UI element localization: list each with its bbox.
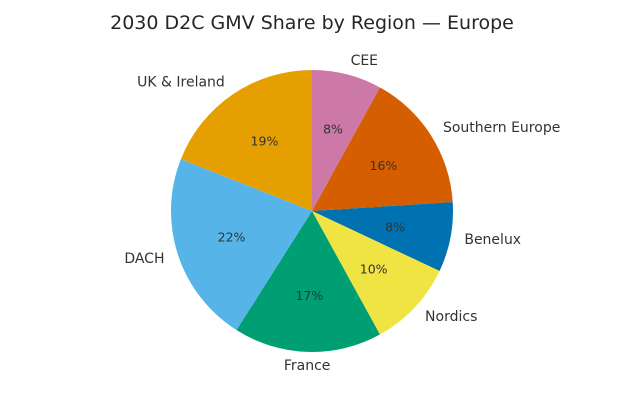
pie-label-france: France (284, 358, 331, 374)
chart-title: 2030 D2C GMV Share by Region — Europe (110, 12, 514, 34)
pie-label-uk-and-ireland: UK & Ireland (137, 75, 225, 91)
pie-percent-label-cee: 8% (323, 122, 343, 137)
pie-percent-label-dach: 22% (218, 230, 246, 245)
pie-slice-southern-europe (312, 87, 453, 211)
pie-label-southern-europe: Southern Europe (443, 120, 560, 136)
pie-slices (170, 70, 453, 353)
pie-label-dach: DACH (124, 251, 164, 267)
pie-percent-label-uk-and-ireland: 19% (251, 134, 279, 149)
pie-slice-labels: CEE Southern Europe Benelux Nordics France DA… (124, 53, 560, 374)
pie-label-nordics: Nordics (425, 309, 477, 325)
pie-slice-nordics (312, 211, 440, 335)
pie-percent-label-france: 17% (295, 288, 323, 303)
pie-percent-label-southern-europe: 16% (370, 158, 398, 173)
pie-slice-france (236, 211, 380, 353)
pie-slice-uk-and-ireland (180, 70, 312, 211)
pie-percent-label-benelux: 8% (385, 219, 405, 234)
pie-slice-dach (170, 159, 312, 331)
pie-slice-benelux (312, 202, 453, 272)
pie-label-benelux: Benelux (464, 232, 521, 248)
pie-label-cee: CEE (351, 53, 378, 69)
pie-slice-cee (312, 70, 380, 211)
pie-percent-label-nordics: 10% (360, 261, 388, 276)
pie-percent-labels: 8% 16% 8% 10% 17% 22% 19% (218, 122, 405, 304)
